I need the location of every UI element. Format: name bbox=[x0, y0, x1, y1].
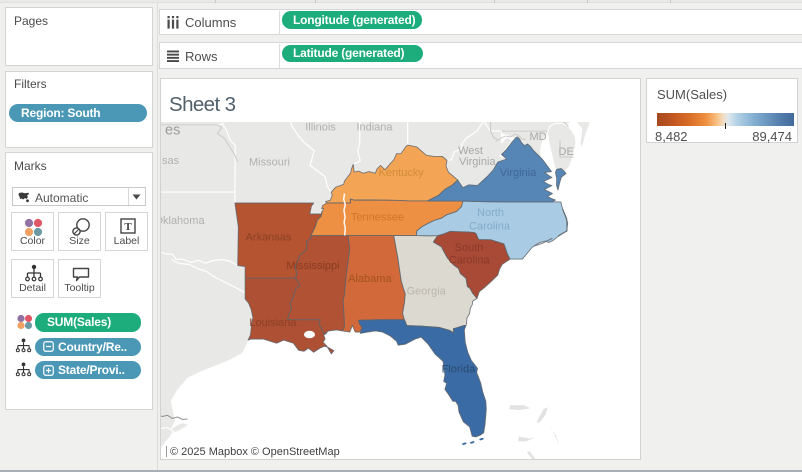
svg-text:T: T bbox=[124, 221, 132, 233]
svg-text:Carolina: Carolina bbox=[449, 254, 491, 266]
svg-text:Illinois: Illinois bbox=[305, 122, 336, 134]
svg-text:South: South bbox=[455, 241, 484, 253]
svg-text:Virginia: Virginia bbox=[500, 167, 537, 179]
svg-text:Missouri: Missouri bbox=[249, 156, 290, 168]
svg-text:DE: DE bbox=[559, 146, 574, 158]
svg-text:sas: sas bbox=[162, 155, 180, 167]
svg-text:Indiana: Indiana bbox=[356, 122, 393, 134]
svg-text:Louisiana: Louisiana bbox=[249, 317, 297, 329]
svg-text:Georgia: Georgia bbox=[407, 285, 447, 297]
svg-text:Oklahoma: Oklahoma bbox=[161, 215, 205, 227]
svg-text:Tennessee: Tennessee bbox=[351, 211, 404, 223]
svg-text:Mississippi: Mississippi bbox=[286, 260, 339, 272]
svg-text:Carolina: Carolina bbox=[469, 220, 511, 232]
svg-text:Alabama: Alabama bbox=[348, 273, 392, 285]
svg-text:North: North bbox=[477, 207, 504, 219]
svg-text:Florida: Florida bbox=[442, 363, 477, 375]
svg-text:Arkansas: Arkansas bbox=[246, 231, 292, 243]
svg-text:Virginia: Virginia bbox=[459, 156, 496, 168]
svg-text:Kentucky: Kentucky bbox=[379, 167, 425, 179]
svg-text:es: es bbox=[165, 122, 180, 138]
svg-text:West: West bbox=[458, 145, 483, 157]
svg-text:MD: MD bbox=[529, 131, 546, 143]
